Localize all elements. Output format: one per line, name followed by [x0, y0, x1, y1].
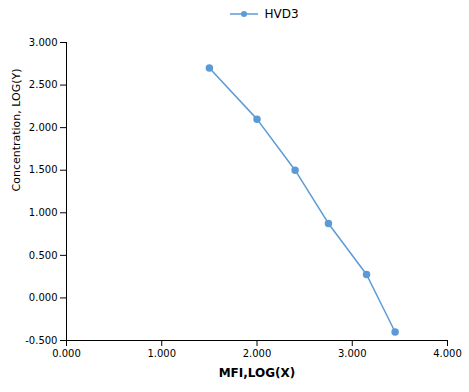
svg-text:3.000: 3.000 — [29, 37, 58, 48]
svg-text:0.000: 0.000 — [52, 348, 81, 359]
svg-text:0.000: 0.000 — [29, 292, 58, 303]
svg-text:3.000: 3.000 — [338, 348, 367, 359]
svg-text:-0.500: -0.500 — [25, 335, 57, 346]
svg-text:4.000: 4.000 — [433, 348, 462, 359]
svg-text:Concentration, LOG(Y): Concentration, LOG(Y) — [10, 68, 23, 191]
svg-text:2.500: 2.500 — [29, 79, 58, 90]
svg-text:1.000: 1.000 — [29, 207, 58, 218]
svg-text:2.000: 2.000 — [243, 348, 272, 359]
svg-text:2.000: 2.000 — [29, 122, 58, 133]
svg-text:1.000: 1.000 — [147, 348, 176, 359]
svg-text:1.500: 1.500 — [29, 164, 58, 175]
svg-text:MFI,LOG(X): MFI,LOG(X) — [219, 366, 296, 380]
html-text:HVD3: HVD3 — [264, 7, 299, 21]
svg-text:0.500: 0.500 — [29, 250, 58, 261]
